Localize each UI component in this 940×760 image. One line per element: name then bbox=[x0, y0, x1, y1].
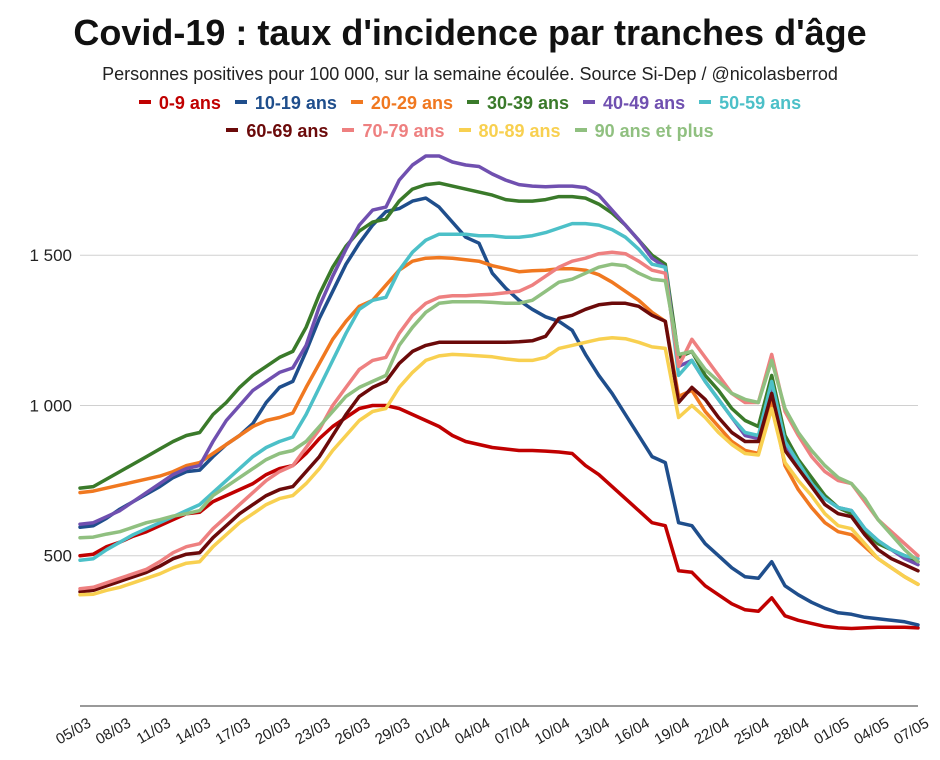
legend-item: 20-29 ans bbox=[350, 93, 453, 114]
x-tick-label: 17/03 bbox=[213, 715, 254, 748]
legend-item: 60-69 ans bbox=[226, 121, 328, 142]
legend-label: 30-39 ans bbox=[486, 93, 570, 113]
x-tick-label: 13/04 bbox=[572, 715, 613, 748]
legend-label: 60-69 ans bbox=[246, 121, 329, 141]
legend-label: 70-79 ans bbox=[362, 121, 445, 141]
x-tick-label: 19/04 bbox=[652, 715, 693, 748]
x-tick-label: 25/04 bbox=[731, 715, 772, 748]
legend-label: 10-19 ans bbox=[254, 93, 337, 113]
x-tick-label: 29/03 bbox=[372, 715, 413, 748]
series-line bbox=[78, 262, 920, 564]
x-tick-label: 20/03 bbox=[253, 715, 294, 748]
legend-swatch bbox=[226, 128, 239, 133]
series-line bbox=[78, 301, 920, 594]
chart-subtitle: Personnes positives pour 100 000, sur la… bbox=[102, 64, 838, 84]
x-tick-label: 10/04 bbox=[532, 715, 573, 748]
legend-row-2: 60-69 ans 70-79 ans 80-89 ans 90 ans et plu… bbox=[0, 121, 940, 142]
legend-item: 90 ans et plus bbox=[574, 121, 714, 142]
legend-swatch bbox=[699, 100, 712, 105]
legend-swatch bbox=[138, 100, 151, 105]
x-tick-label: 14/03 bbox=[173, 715, 214, 748]
series-line bbox=[78, 196, 920, 627]
legend-item: 80-89 ans bbox=[458, 121, 561, 142]
legend-item: 30-39 ans bbox=[466, 93, 570, 114]
x-tick-label: 07/05 bbox=[891, 715, 932, 748]
series-line bbox=[78, 221, 920, 562]
legend-label: 50-59 ans bbox=[719, 93, 802, 113]
legend-item: 40-49 ans bbox=[583, 93, 685, 114]
legend-label: 80-89 ans bbox=[478, 121, 561, 141]
legend-swatch bbox=[466, 100, 479, 105]
legend-item: 0-9 ans bbox=[138, 93, 221, 114]
x-tick-label: 16/04 bbox=[612, 715, 653, 748]
legend-swatch bbox=[342, 128, 355, 133]
legend-swatch bbox=[574, 128, 587, 133]
legend-swatch bbox=[350, 100, 363, 105]
x-tick-label: 26/03 bbox=[332, 715, 373, 748]
legend-swatch bbox=[234, 100, 247, 105]
x-tick-label: 22/04 bbox=[691, 715, 732, 748]
chart-title: Covid-19 : taux d'incidence par tranches… bbox=[73, 12, 867, 53]
series-line bbox=[78, 336, 920, 597]
x-tick-label: 23/03 bbox=[292, 715, 333, 748]
series-line bbox=[78, 403, 920, 631]
y-tick-label: 500 bbox=[44, 547, 72, 566]
legend-row-1: 0-9 ans 10-19 ans 20-29 ans 30-39 ans 40-49 … bbox=[0, 93, 940, 114]
x-tick-label: 07/04 bbox=[492, 715, 533, 748]
legend-label: 20-29 ans bbox=[370, 93, 453, 113]
y-tick-label: 1 500 bbox=[29, 246, 72, 265]
legend-swatch bbox=[583, 100, 596, 105]
x-tick-label: 01/04 bbox=[412, 715, 453, 748]
x-tick-label: 08/03 bbox=[93, 715, 134, 748]
x-tick-label: 01/05 bbox=[811, 715, 852, 748]
legend-item: 70-79 ans bbox=[342, 121, 445, 142]
x-tick-label: 05/03 bbox=[53, 715, 94, 748]
legend-label: 90 ans et plus bbox=[594, 121, 714, 141]
y-tick-label: 1 000 bbox=[29, 396, 72, 415]
x-tick-label: 04/05 bbox=[851, 715, 892, 748]
x-tick-label: 28/04 bbox=[771, 715, 812, 748]
legend-item: 10-19 ans bbox=[234, 93, 337, 114]
x-tick-label: 11/03 bbox=[134, 715, 174, 748]
legend-swatch bbox=[458, 128, 471, 133]
legend-item: 50-59 ans bbox=[699, 93, 801, 114]
legend-label: 40-49 ans bbox=[603, 93, 686, 113]
x-tick-label: 04/04 bbox=[452, 715, 493, 748]
legend-label: 0-9 ans bbox=[158, 93, 221, 113]
